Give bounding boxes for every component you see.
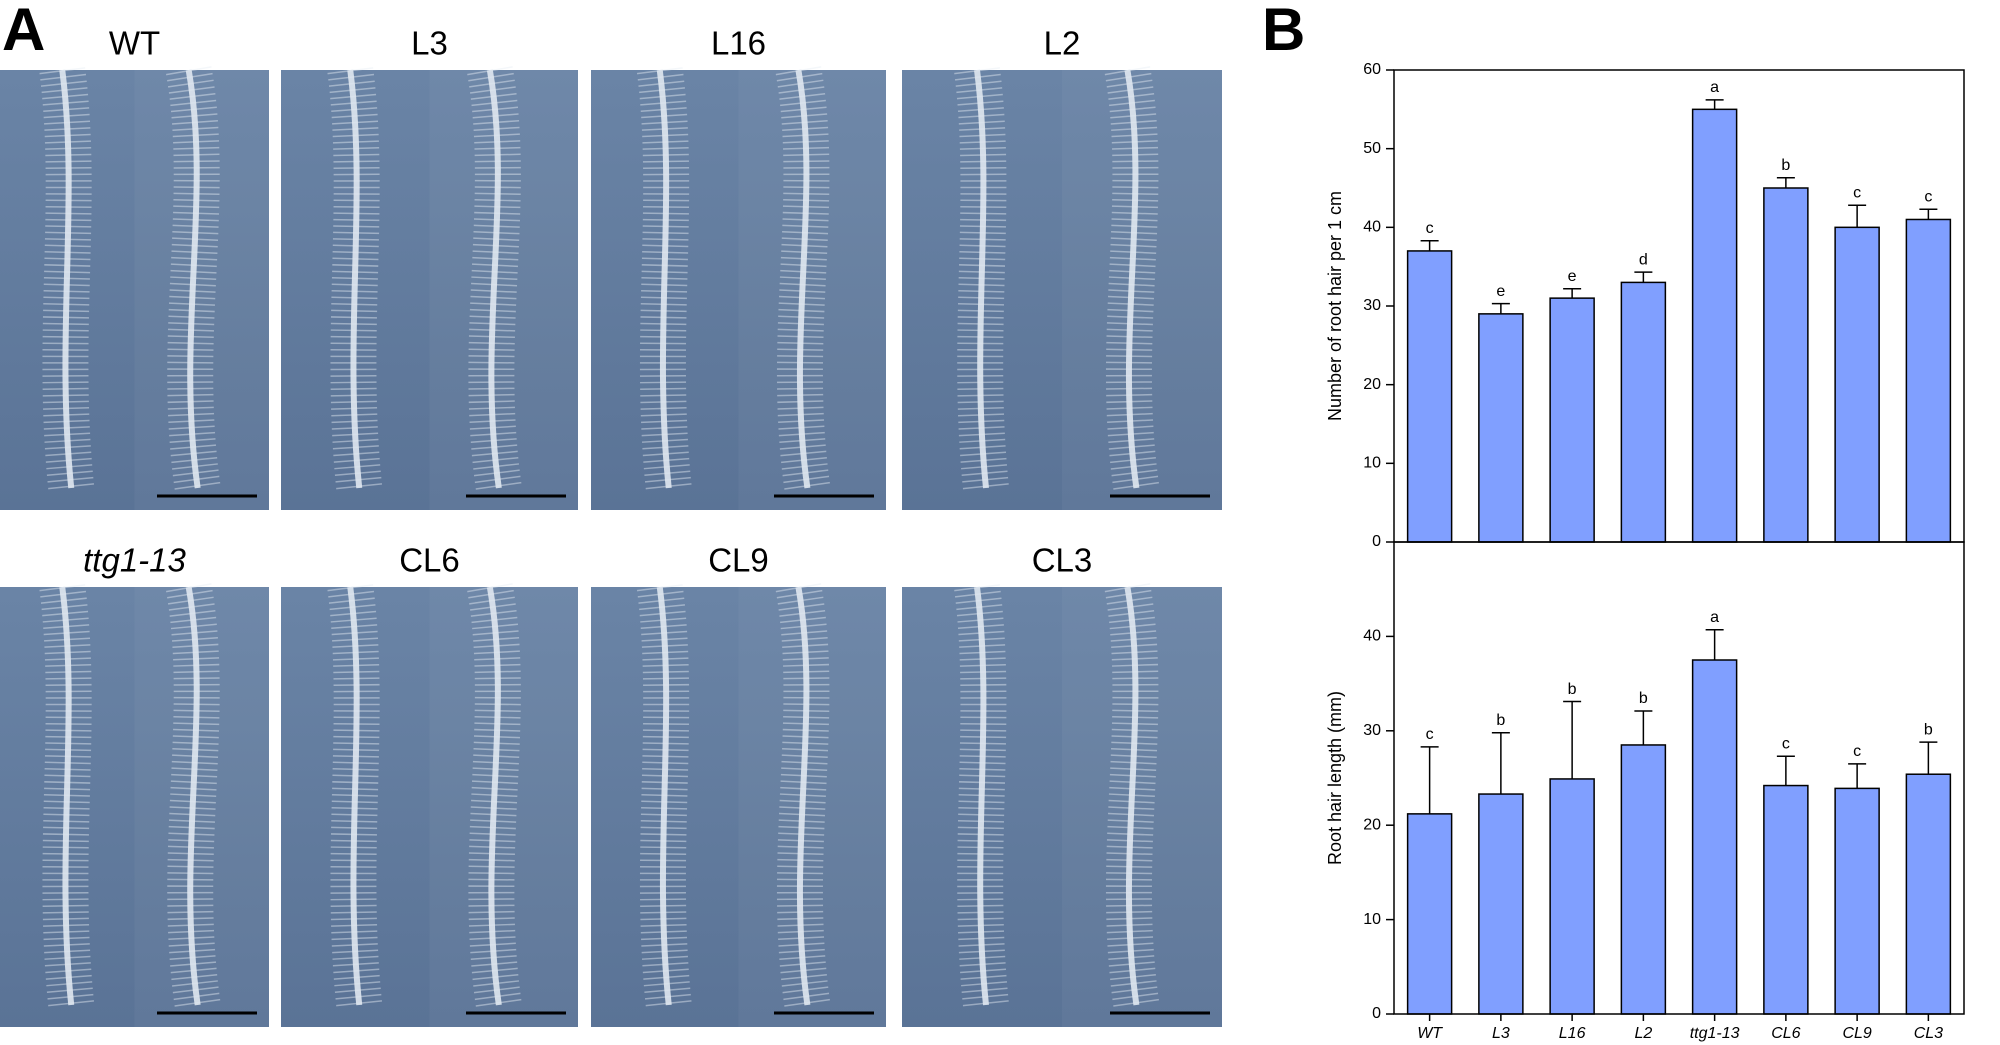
root [486, 586, 502, 1006]
significance-letter: e [1568, 268, 1577, 285]
y-tick-label: 40 [1363, 219, 1381, 236]
x-tick-label: L3 [1492, 1025, 1510, 1042]
bar [1478, 313, 1524, 543]
significance-letter: a [1710, 79, 1719, 96]
significance-letter: a [1710, 609, 1719, 626]
significance-letter: d [1639, 251, 1648, 268]
x-tick-label: L2 [1634, 1025, 1652, 1042]
y-tick-label: 20 [1363, 376, 1381, 393]
photo-half [738, 587, 886, 1027]
significance-letter: b [1496, 712, 1505, 729]
photo [0, 70, 269, 510]
root [974, 69, 989, 489]
photo [281, 70, 578, 510]
photo-half [1062, 587, 1222, 1027]
panel-label: B [1262, 0, 1305, 63]
root [795, 586, 811, 1006]
significance-letter: e [1496, 283, 1505, 300]
panel-label: A [2, 0, 45, 63]
bar [1620, 281, 1667, 543]
significance-letter: c [1782, 736, 1790, 753]
significance-letter: c [1853, 185, 1861, 202]
photo [902, 70, 1222, 510]
photo [0, 587, 269, 1027]
y-tick-label: 0 [1372, 533, 1381, 550]
bar [1763, 187, 1809, 543]
photo-label: CL3 [1032, 542, 1093, 579]
bar [1905, 773, 1952, 1015]
bar [1834, 226, 1880, 543]
bar [1549, 297, 1595, 543]
y-tick-label: 30 [1363, 297, 1381, 314]
root [59, 586, 75, 1006]
y-tick-label: 50 [1363, 140, 1381, 157]
photo-label: L16 [711, 25, 766, 62]
y-axis-label: Root hair length (mm) [1325, 691, 1345, 865]
bar [1478, 793, 1524, 1015]
photo [902, 587, 1222, 1027]
y-tick-label: 20 [1363, 816, 1381, 833]
y-tick-label: 0 [1372, 1005, 1381, 1022]
y-axis-label: Number of root hair per 1 cm [1325, 191, 1345, 421]
bar [1763, 784, 1809, 1015]
x-tick-label: WT [1417, 1025, 1443, 1042]
y-tick-label: 10 [1363, 911, 1381, 928]
photo-label: CL9 [708, 542, 769, 579]
root [656, 586, 672, 1006]
photo [591, 587, 886, 1027]
root [1124, 586, 1140, 1006]
bar [1406, 250, 1453, 543]
root [486, 69, 502, 489]
photo-half [429, 587, 578, 1027]
bar [1691, 108, 1738, 543]
photo-half [134, 70, 269, 510]
root [347, 586, 363, 1006]
bar [1549, 778, 1595, 1015]
y-tick-label: 10 [1363, 455, 1381, 472]
plot-frame [1393, 541, 1965, 1015]
photo-label: L3 [411, 25, 448, 62]
photo-half [134, 587, 269, 1027]
root [656, 69, 672, 489]
bar [1905, 218, 1952, 543]
x-tick-label: CL6 [1771, 1025, 1800, 1042]
significance-letter: c [1853, 743, 1861, 760]
significance-letter: c [1426, 220, 1434, 237]
photo-half [738, 70, 886, 510]
significance-letter: b [1781, 157, 1790, 174]
y-tick-label: 40 [1363, 628, 1381, 645]
root [185, 586, 201, 1006]
bar [1691, 659, 1738, 1015]
x-tick-label: ttg1-13 [1690, 1025, 1740, 1042]
root [974, 586, 989, 1006]
photo-half [429, 70, 578, 510]
root [347, 69, 363, 489]
root [185, 69, 201, 489]
photo-label: WT [109, 25, 160, 62]
bar [1406, 813, 1453, 1015]
x-tick-label: L16 [1559, 1025, 1586, 1042]
significance-letter: b [1924, 721, 1933, 738]
photo [281, 587, 578, 1027]
bar [1620, 744, 1667, 1015]
significance-letter: b [1568, 681, 1577, 698]
significance-letter: c [1426, 726, 1434, 743]
x-tick-label: CL9 [1842, 1025, 1871, 1042]
photo-label: ttg1-13 [83, 542, 186, 579]
root [59, 69, 75, 489]
significance-letter: b [1639, 690, 1648, 707]
photo-half [1062, 70, 1222, 510]
bar [1834, 787, 1880, 1015]
photo-label: CL6 [399, 542, 460, 579]
y-tick-label: 30 [1363, 722, 1381, 739]
root [795, 69, 811, 489]
y-tick-label: 60 [1363, 61, 1381, 78]
photo-label: L2 [1044, 25, 1081, 62]
x-tick-label: CL3 [1914, 1025, 1943, 1042]
root [1124, 69, 1140, 489]
photo [591, 70, 886, 510]
significance-letter: c [1924, 188, 1932, 205]
